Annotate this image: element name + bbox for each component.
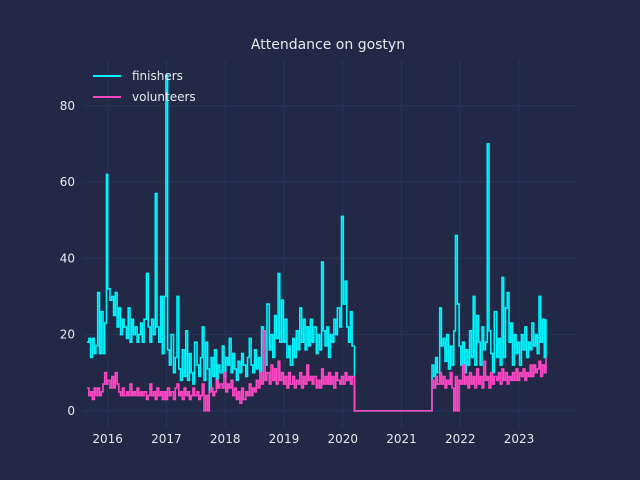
series-line-volunteers	[87, 330, 547, 412]
y-tick-label: 20	[60, 328, 75, 342]
legend: finishers volunteers	[93, 69, 196, 104]
y-tick-label: 40	[60, 251, 75, 265]
tick-labels: 0 20 40 60 80 2016 2017 2018 2019 2020 2021 2022 202…	[60, 99, 535, 446]
y-tick-label: 60	[60, 175, 75, 189]
y-tick-label: 80	[60, 99, 75, 113]
x-tick-label: 2019	[269, 432, 300, 446]
x-tick-label: 2021	[386, 432, 417, 446]
x-tick-label: 2017	[151, 432, 182, 446]
y-tick-label: 0	[67, 404, 75, 418]
legend-label-finishers: finishers	[132, 69, 183, 83]
x-tick-label: 2020	[327, 432, 358, 446]
legend-label-volunteers: volunteers	[132, 90, 196, 104]
series-line-finishers	[87, 74, 547, 412]
chart-title: Attendance on gostyn	[251, 37, 405, 53]
x-tick-label: 2016	[92, 432, 123, 446]
x-tick-label: 2023	[504, 432, 535, 446]
series-lines	[87, 74, 547, 412]
x-tick-label: 2018	[210, 432, 241, 446]
x-tick-label: 2022	[445, 432, 476, 446]
